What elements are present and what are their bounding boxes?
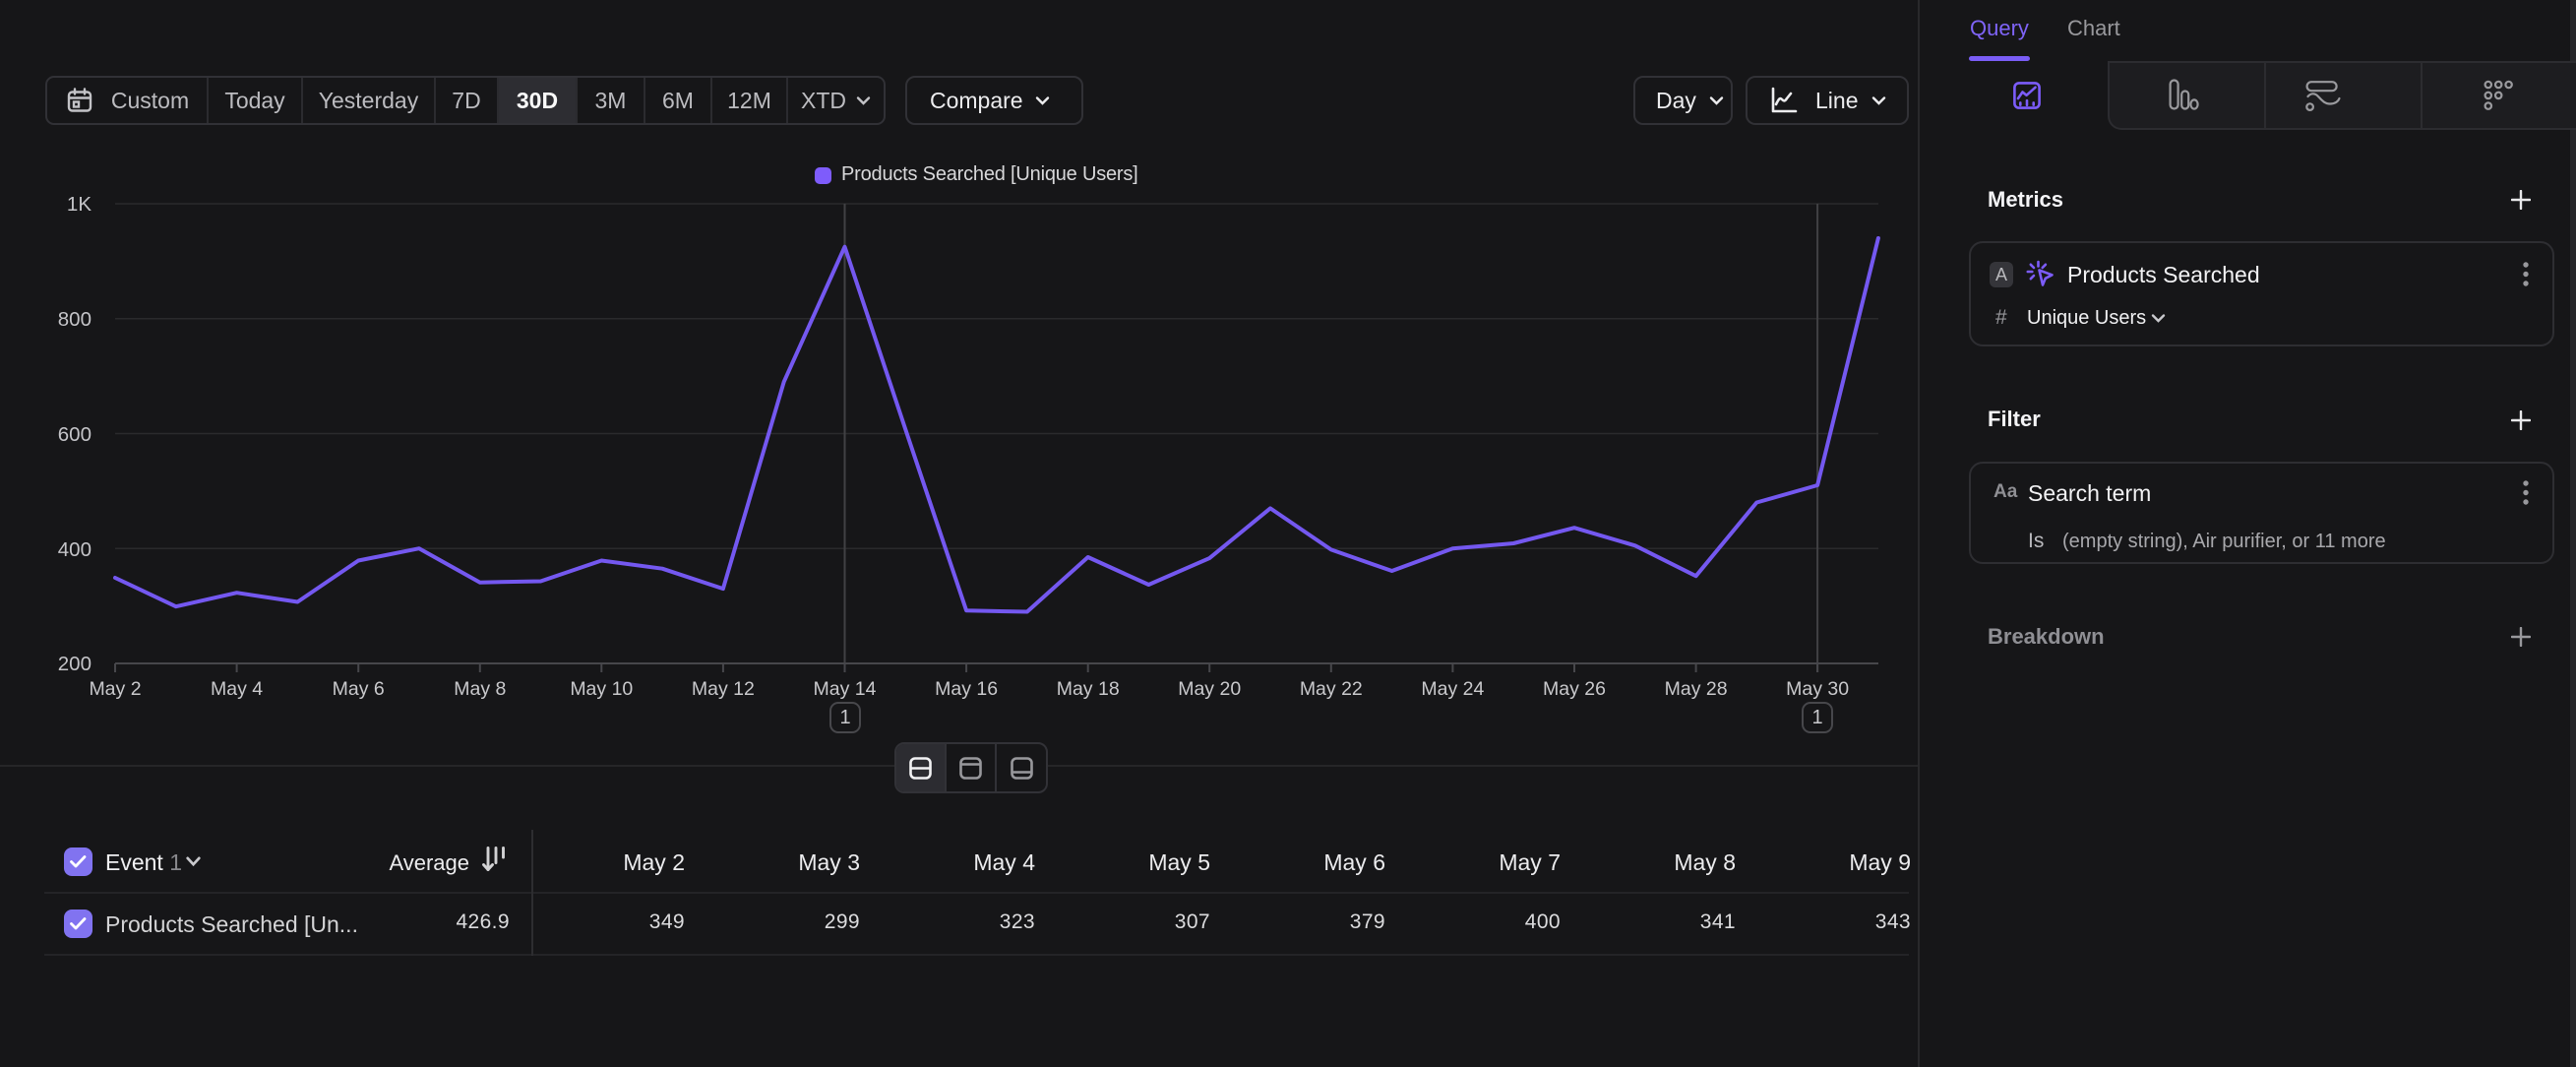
svg-text:May 2: May 2 — [89, 678, 141, 700]
svg-text:May 20: May 20 — [1178, 678, 1241, 700]
svg-text:600: 600 — [58, 423, 92, 446]
svg-text:400: 400 — [58, 538, 92, 561]
svg-text:May 30: May 30 — [1786, 678, 1849, 700]
svg-text:800: 800 — [58, 308, 92, 331]
svg-text:May 6: May 6 — [333, 678, 385, 700]
svg-text:May 10: May 10 — [570, 678, 633, 700]
svg-text:1K: 1K — [67, 193, 92, 216]
svg-text:May 26: May 26 — [1543, 678, 1606, 700]
svg-text:May 22: May 22 — [1300, 678, 1363, 700]
svg-text:May 4: May 4 — [211, 678, 263, 700]
svg-text:May 8: May 8 — [454, 678, 506, 700]
svg-text:200: 200 — [58, 653, 92, 675]
svg-text:May 14: May 14 — [814, 678, 877, 700]
svg-text:May 24: May 24 — [1421, 678, 1484, 700]
svg-text:May 28: May 28 — [1665, 678, 1728, 700]
svg-text:May 12: May 12 — [692, 678, 755, 700]
svg-text:May 18: May 18 — [1057, 678, 1120, 700]
svg-text:May 16: May 16 — [935, 678, 998, 700]
